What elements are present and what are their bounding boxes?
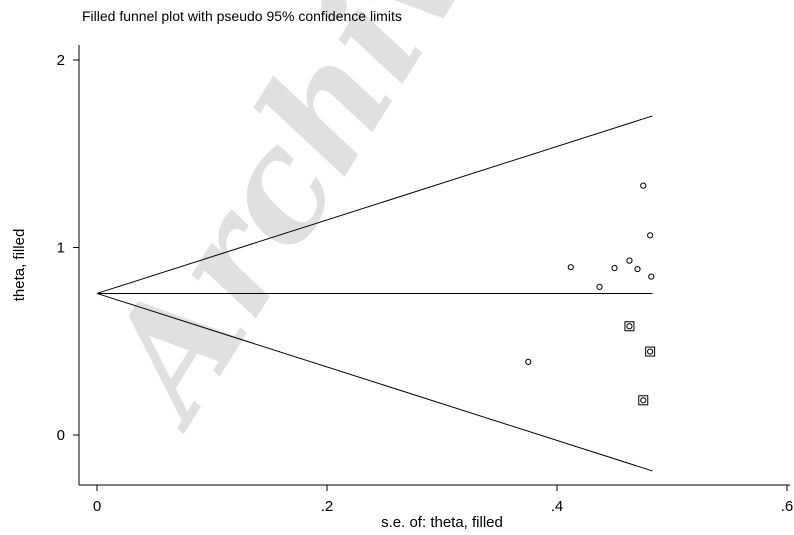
filled-study-point [641,398,646,403]
filled-study-point [648,349,653,354]
study-point [648,233,653,238]
x-tick-label: .2 [321,498,334,515]
filled-study-square [646,347,655,356]
x-tick-label: .6 [781,498,794,515]
filled-study-point [627,324,632,329]
x-tick-label: .4 [551,498,564,515]
y-tick-label: 1 [57,240,65,257]
y-axis-title: theta, filled [11,229,28,302]
study-point [597,284,602,289]
y-tick-label: 0 [57,427,65,444]
filled-study-square [625,322,634,331]
y-tick-label: 2 [57,52,65,69]
study-point [627,258,632,263]
study-point [568,265,573,270]
study-point [641,183,646,188]
filled-study-square [639,396,648,405]
study-point [526,359,531,364]
archive-watermark: Archive [65,0,557,454]
chart-title: Filled funnel plot with pseudo 95% confi… [82,8,402,24]
x-axis-title: s.e. of: theta, filled [381,514,503,531]
study-point [635,266,640,271]
study-point [612,266,617,271]
study-point [649,274,654,279]
x-tick-label: 0 [93,498,101,515]
